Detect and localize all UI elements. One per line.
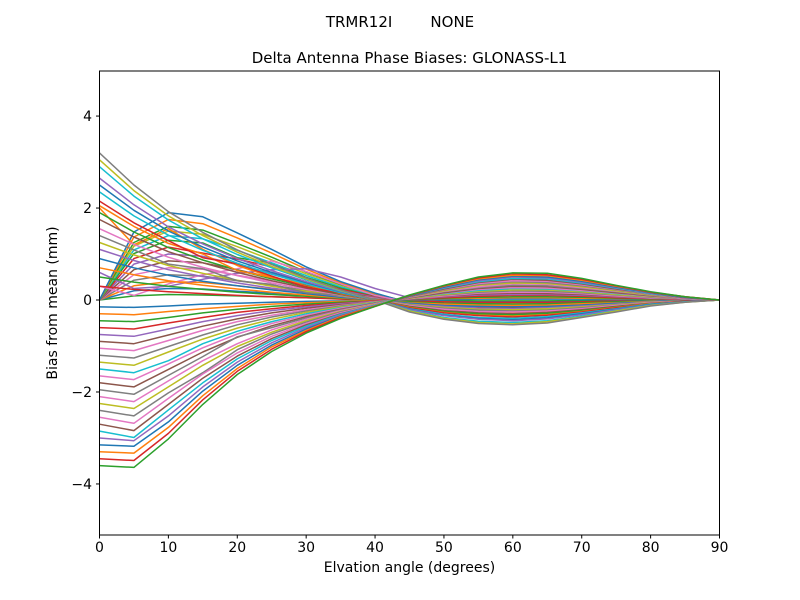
- series-line: [98, 159, 720, 325]
- series-lines: [98, 152, 720, 469]
- x-tick-label: 90: [711, 540, 729, 556]
- series-line: [99, 276, 720, 305]
- x-axis-ticks: 0 10 20 30 40 50 60 70 80 90: [95, 535, 728, 556]
- x-tick-label: 0: [95, 540, 104, 556]
- series-line: [99, 200, 720, 318]
- y-tick-label: 0: [83, 293, 92, 309]
- y-tick-label: −2: [71, 385, 92, 401]
- series-line: [99, 177, 720, 322]
- x-tick-label: 10: [159, 540, 177, 556]
- x-tick-label: 20: [228, 540, 246, 556]
- y-axis-label: Bias from mean (mm): [45, 226, 61, 379]
- y-tick-label: 2: [83, 201, 92, 217]
- series-line: [99, 285, 720, 304]
- x-tick-label: 60: [504, 540, 522, 556]
- x-tick-label: 40: [366, 540, 384, 556]
- x-tick-label: 50: [435, 540, 453, 556]
- series-line: [98, 152, 720, 326]
- y-tick-label: −4: [71, 477, 92, 493]
- x-tick-label: 30: [297, 540, 315, 556]
- chart-title: Delta Antenna Phase Biases: GLONASS-L1: [252, 49, 568, 67]
- series-line: [99, 228, 720, 313]
- plot-frame: [99, 70, 720, 536]
- x-axis-label: Elvation angle (degrees): [324, 560, 495, 576]
- x-tick-label: 70: [573, 540, 591, 556]
- series-line: [99, 257, 720, 308]
- y-axis-ticks: −4 −2 0 2 4: [71, 109, 100, 493]
- x-tick-label: 80: [642, 540, 660, 556]
- y-tick-label: 4: [83, 109, 92, 125]
- series-line: [99, 272, 720, 469]
- chart-suptitle: TRMR12I NONE: [325, 13, 474, 31]
